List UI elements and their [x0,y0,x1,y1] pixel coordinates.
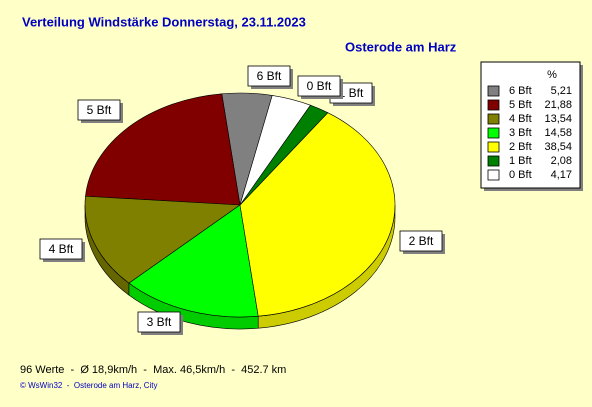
label-box [297,75,341,97]
legend-value: 13,54 [544,113,572,125]
slice-label: 1 Bft [339,86,364,100]
slice-label: 6 Bft [257,69,282,83]
legend-items: 6 Bft 5,21 5 Bft 21,88 4 Bft 13,54 3 Bft 14,58 2… [487,85,572,181]
legend-value: 5,21 [551,85,572,97]
slice-label: 4 Bft [49,242,74,256]
slice-label: 0 Bft [307,79,332,93]
legend-label: 0 Bft [509,169,532,181]
slice [128,204,259,318]
legend-value: 14,58 [544,127,572,139]
credit: © WsWin32 - Osterode am Harz, City [20,381,157,390]
slice-label: 2 Bft [409,234,434,248]
slice-label: 3 Bft [147,315,172,329]
legend-value: 21,88 [544,99,572,111]
slice-label: 5 Bft [87,103,112,117]
legend-swatch [487,155,500,167]
legend-swatch [487,99,500,111]
label-box [399,230,443,252]
legend-value: 38,54 [544,141,572,153]
label-box [137,311,181,333]
slice [239,112,396,317]
legend-swatch [487,169,500,181]
label-box [247,65,291,87]
legend [480,61,581,189]
footer: 96 Werte - Ø 18,9km/h - Max. 46,5km/h - … [20,364,286,376]
legend-label: 5 Bft [509,99,532,111]
label-box [39,238,83,260]
legend-header: % [547,69,557,81]
legend-value: 4,17 [551,169,572,181]
legend-label: 3 Bft [509,127,532,139]
pie [84,92,396,330]
label-box [77,99,121,121]
legend-label: 6 Bft [509,85,532,97]
legend-swatch [487,127,500,139]
chart-subtitle: Osterode am Harz [345,39,457,54]
legend-label: 1 Bft [509,155,532,167]
legend-swatch [487,141,500,153]
legend-swatch [487,113,500,125]
slice-labels: 6 Bft 5 Bft 4 Bft 3 Bft 2 Bft 1 Bft 0 Bft [39,65,445,335]
legend-swatch [487,85,500,97]
slice [84,195,241,284]
legend-label: 2 Bft [509,141,532,153]
slice [85,93,241,206]
legend-label: 4 Bft [509,113,532,125]
legend-value: 2,08 [551,155,572,167]
chart-title: Verteilung Windstärke Donnerstag, 23.11.… [22,14,306,29]
slice [239,95,311,206]
